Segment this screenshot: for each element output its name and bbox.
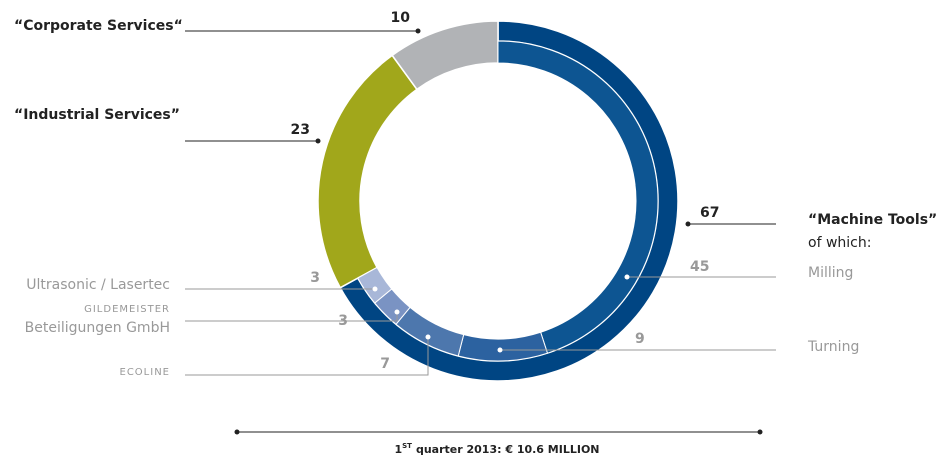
dot: [624, 274, 630, 280]
labels: 67 “Machine Tools” 23 “Industrial Services”…: [14, 10, 937, 378]
subsegment-label: GILDEMEISTER: [84, 304, 170, 315]
dot: [394, 309, 400, 315]
dot: [234, 429, 240, 435]
sub-title: of which:: [808, 235, 871, 251]
title-text: quarter 2013: € 10.6 MILLION: [416, 443, 600, 456]
subsegment-label: Milling: [808, 265, 853, 281]
title-number: 1: [394, 443, 402, 456]
dot: [315, 138, 321, 144]
value-label: 7: [380, 356, 390, 372]
value-label: 45: [690, 259, 709, 275]
value-label: 3: [310, 270, 320, 286]
donut: [317, 20, 679, 382]
segment-label: “Corporate Services“: [14, 18, 183, 34]
dot: [497, 347, 503, 353]
subsegment-label: Ultrasonic / Lasertec: [26, 277, 170, 293]
value-label: 10: [391, 10, 411, 26]
leader-line: [185, 312, 398, 322]
subsegment: [457, 331, 549, 362]
chart-title: 1ST quarter 2013: € 10.6 MILLION: [394, 442, 599, 456]
dot: [685, 221, 691, 227]
dot: [372, 286, 378, 292]
subsegment-label: Beteiligungen GmbH: [25, 320, 170, 336]
subsegment-label: Turning: [807, 339, 859, 355]
segment: [391, 20, 499, 91]
segment-label: “Machine Tools”: [808, 212, 937, 228]
dot: [425, 334, 431, 340]
value-label: 3: [338, 313, 348, 329]
subsegment-label: ECOLINE: [120, 367, 171, 378]
value-label: 67: [700, 205, 719, 221]
dot: [415, 28, 421, 34]
segment: [317, 54, 418, 289]
value-label: 9: [635, 331, 645, 347]
title-sup: ST: [402, 442, 412, 450]
segment-label: “Industrial Services”: [14, 107, 180, 123]
leader-line: [185, 337, 429, 376]
subsegment: [357, 266, 393, 304]
value-label: 23: [291, 122, 310, 138]
dot: [757, 429, 763, 435]
